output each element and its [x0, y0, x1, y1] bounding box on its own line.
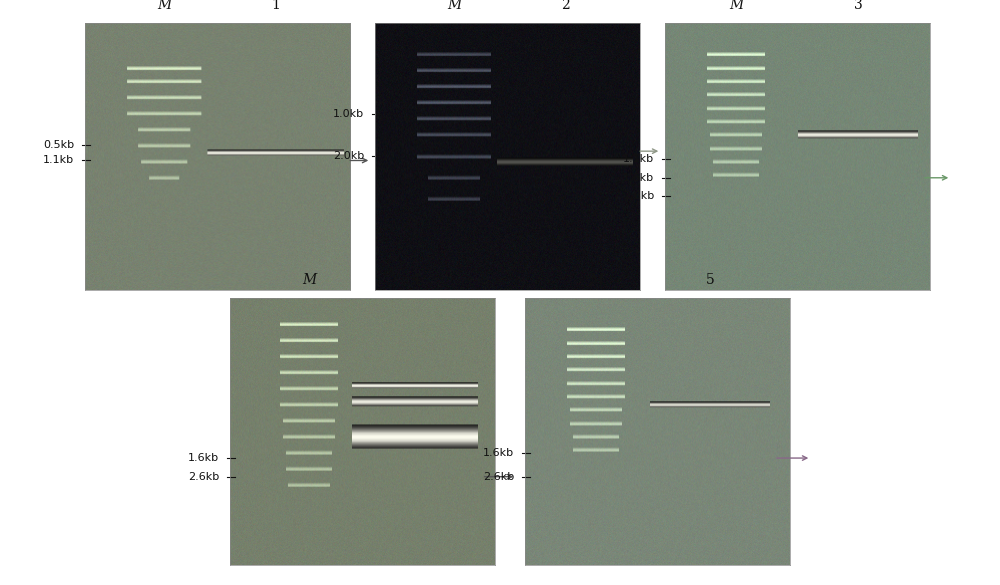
Text: 2.6kb: 2.6kb: [483, 472, 514, 481]
Text: M: M: [729, 0, 744, 12]
Text: 3: 3: [854, 0, 863, 12]
Text: M: M: [447, 0, 462, 12]
Text: M: M: [302, 273, 317, 287]
Text: 1.1kb: 1.1kb: [43, 156, 74, 166]
Text: M: M: [157, 0, 172, 12]
Text: 2.6kb: 2.6kb: [188, 472, 219, 481]
Text: 1.6kb: 1.6kb: [483, 448, 514, 457]
Text: 1: 1: [271, 0, 280, 12]
Text: M: M: [589, 273, 604, 287]
Text: 1.6kb: 1.6kb: [188, 453, 219, 463]
Text: 0.5kb: 0.5kb: [43, 139, 74, 150]
Text: 2.6kb: 2.6kb: [623, 191, 654, 201]
Text: 1.6kb: 1.6kb: [623, 173, 654, 183]
Text: 4: 4: [411, 273, 420, 287]
Text: 1.1kb: 1.1kb: [623, 154, 654, 164]
Text: 5: 5: [706, 273, 715, 287]
Text: 2: 2: [561, 0, 570, 12]
Text: 1.0kb: 1.0kb: [333, 109, 364, 119]
Text: 2.0kb: 2.0kb: [333, 152, 364, 161]
